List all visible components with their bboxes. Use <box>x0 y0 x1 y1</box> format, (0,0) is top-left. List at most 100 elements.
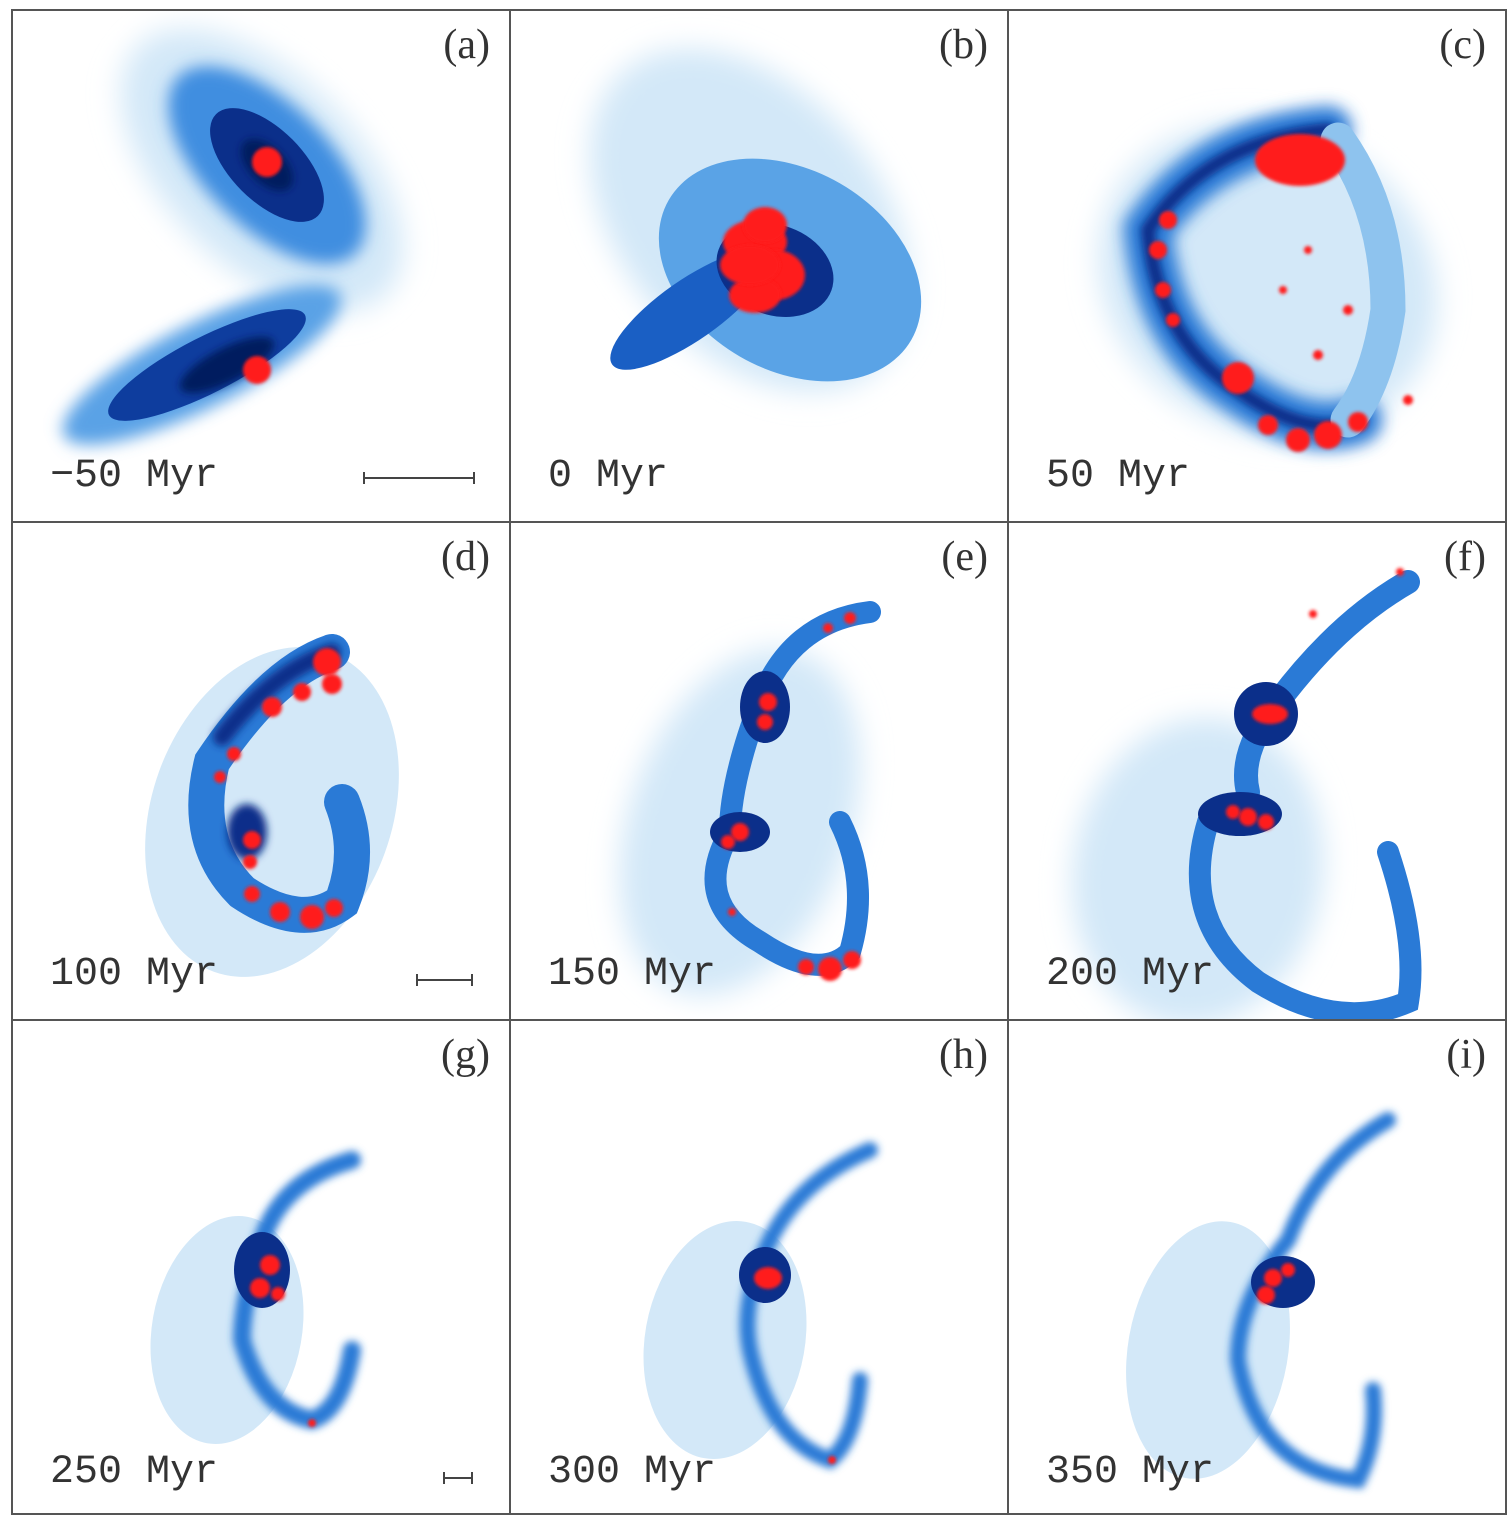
star-cluster <box>1403 395 1413 405</box>
star-cluster <box>243 356 271 384</box>
star-cluster <box>322 674 342 694</box>
star-cluster <box>1258 415 1278 435</box>
star-cluster <box>721 835 735 849</box>
star-cluster <box>1252 704 1288 724</box>
panel-content <box>589 48 922 392</box>
star-cluster <box>243 831 261 849</box>
star-cluster <box>1281 1263 1295 1277</box>
time-label: 50 Myr <box>1046 454 1190 499</box>
panel: (h) 300 Myr <box>509 1019 1009 1515</box>
star-cluster <box>818 957 842 981</box>
star-cluster <box>844 612 856 624</box>
panel-content <box>62 29 403 445</box>
star-cluster <box>1304 246 1312 254</box>
tidal-stream <box>739 1142 878 1469</box>
panel: (f) 200 Myr <box>1007 521 1507 1021</box>
star-cluster <box>720 245 780 285</box>
star-cluster <box>1309 610 1317 618</box>
star-cluster <box>759 693 777 711</box>
star-cluster <box>227 747 241 761</box>
star-cluster <box>1255 134 1345 186</box>
star-cluster <box>1226 805 1240 819</box>
star-cluster <box>1314 421 1342 449</box>
star-cluster <box>244 886 260 902</box>
star-cluster <box>828 1456 836 1464</box>
panel-content <box>1126 1112 1396 1489</box>
panel-content <box>1098 106 1438 452</box>
star-cluster <box>1396 568 1404 576</box>
star-cluster <box>1149 241 1167 259</box>
panel-label: (d) <box>441 534 490 580</box>
star-cluster <box>1264 1269 1282 1287</box>
panel-label: (f) <box>1444 534 1486 580</box>
star-cluster <box>798 959 814 975</box>
star-cluster <box>823 623 833 633</box>
panel-label: (b) <box>939 22 988 68</box>
time-label: 350 Myr <box>1046 1450 1214 1495</box>
time-label: 300 Myr <box>548 1450 716 1495</box>
tidal-stream <box>1320 122 1406 438</box>
star-cluster <box>1257 1286 1275 1304</box>
gas-blob <box>227 804 267 860</box>
time-label: 200 Myr <box>1046 952 1214 997</box>
panel-content <box>1071 568 1422 1020</box>
star-cluster <box>1159 211 1177 229</box>
panel: (b) 0 Myr <box>509 9 1009 523</box>
star-cluster <box>325 899 343 917</box>
time-label: 150 Myr <box>548 952 716 997</box>
star-cluster <box>214 771 226 783</box>
panel: (a) −50 Myr <box>11 9 511 523</box>
time-label: 250 Myr <box>50 1450 218 1495</box>
panel: (d) 100 Myr <box>11 521 511 1021</box>
star-cluster <box>731 823 749 841</box>
tidal-stream <box>1140 123 1365 433</box>
panel: (i) 350 Myr <box>1007 1019 1507 1515</box>
panel-content <box>619 601 881 996</box>
panel-label: (e) <box>941 534 988 580</box>
panel: (e) 150 Myr <box>509 521 1009 1021</box>
star-cluster <box>262 697 282 717</box>
star-cluster <box>1343 305 1353 315</box>
star-cluster <box>293 683 311 701</box>
star-cluster <box>1258 814 1274 830</box>
panel: (g) 250 Myr <box>11 1019 511 1515</box>
star-cluster <box>252 147 282 177</box>
star-cluster <box>843 951 861 969</box>
panel-label: (a) <box>443 22 490 68</box>
star-cluster <box>1279 286 1287 294</box>
time-label: 100 Myr <box>50 952 218 997</box>
panel-border <box>1007 1019 1507 1515</box>
star-cluster <box>250 1278 270 1298</box>
tidal-stream <box>232 1151 361 1430</box>
time-label: −50 Myr <box>50 454 218 499</box>
star-cluster <box>757 714 773 730</box>
star-cluster <box>1222 362 1254 394</box>
panel-label: (g) <box>441 1032 490 1078</box>
star-cluster <box>271 1287 285 1301</box>
star-cluster <box>728 908 736 916</box>
star-cluster <box>1313 350 1323 360</box>
panel-content <box>150 1151 361 1444</box>
star-cluster <box>260 1255 280 1275</box>
gas-blob <box>180 336 274 394</box>
tidal-stream <box>1229 1112 1396 1489</box>
star-cluster <box>729 277 781 313</box>
star-cluster <box>1155 282 1171 298</box>
panel-label: (i) <box>1446 1032 1486 1078</box>
star-cluster <box>743 207 787 243</box>
star-cluster <box>1348 412 1368 432</box>
star-cluster <box>754 1267 782 1289</box>
panel-label: (c) <box>1439 22 1486 68</box>
panel-content <box>643 1142 878 1469</box>
star-cluster <box>313 648 341 676</box>
star-cluster <box>1166 313 1180 327</box>
tidal-stream <box>1188 811 1422 1020</box>
star-cluster <box>300 905 324 929</box>
star-cluster <box>270 902 290 922</box>
panel-label: (h) <box>939 1032 988 1078</box>
time-label: 0 Myr <box>548 454 668 499</box>
star-cluster <box>308 1419 316 1427</box>
star-cluster <box>1239 808 1257 826</box>
